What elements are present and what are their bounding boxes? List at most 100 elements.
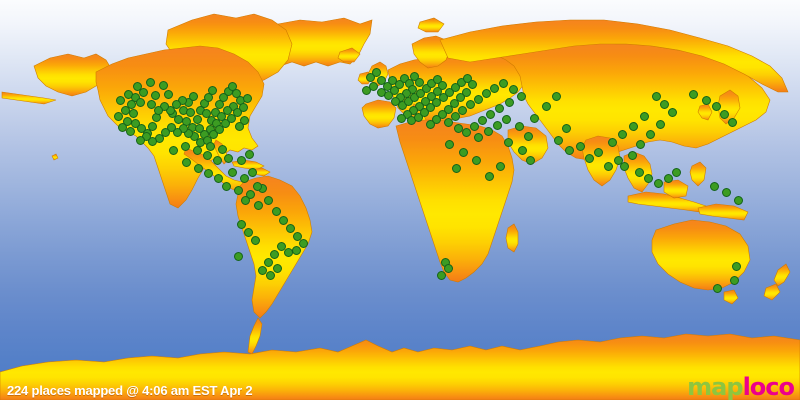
- place-marker[interactable]: [634, 167, 644, 177]
- place-marker[interactable]: [421, 83, 431, 93]
- place-marker[interactable]: [253, 200, 263, 210]
- place-marker[interactable]: [709, 181, 719, 191]
- place-marker[interactable]: [450, 111, 460, 121]
- place-marker[interactable]: [504, 97, 514, 107]
- place-marker[interactable]: [226, 113, 236, 123]
- place-marker[interactable]: [481, 88, 491, 98]
- place-marker[interactable]: [413, 112, 423, 122]
- place-marker[interactable]: [135, 135, 145, 145]
- place-marker[interactable]: [185, 107, 195, 117]
- place-marker[interactable]: [239, 115, 249, 125]
- place-marker[interactable]: [183, 128, 193, 138]
- place-marker[interactable]: [443, 104, 453, 114]
- place-marker[interactable]: [291, 245, 301, 255]
- place-marker[interactable]: [617, 129, 627, 139]
- place-marker[interactable]: [553, 135, 563, 145]
- place-marker[interactable]: [437, 109, 447, 119]
- place-marker[interactable]: [203, 168, 213, 178]
- place-marker[interactable]: [483, 126, 493, 136]
- place-marker[interactable]: [613, 155, 623, 165]
- place-marker[interactable]: [415, 88, 425, 98]
- place-marker[interactable]: [298, 238, 308, 248]
- place-marker[interactable]: [517, 145, 527, 155]
- place-marker[interactable]: [438, 92, 448, 102]
- place-marker[interactable]: [283, 247, 293, 257]
- place-marker[interactable]: [194, 123, 204, 133]
- place-marker[interactable]: [172, 127, 182, 137]
- place-marker[interactable]: [292, 231, 302, 241]
- place-marker[interactable]: [233, 185, 243, 195]
- place-marker[interactable]: [227, 167, 237, 177]
- place-marker[interactable]: [432, 86, 442, 96]
- place-marker[interactable]: [525, 155, 535, 165]
- place-marker[interactable]: [409, 71, 419, 81]
- place-marker[interactable]: [239, 173, 249, 183]
- place-marker[interactable]: [449, 98, 459, 108]
- place-marker[interactable]: [457, 105, 467, 115]
- place-marker[interactable]: [212, 155, 222, 165]
- place-marker[interactable]: [125, 126, 135, 136]
- place-marker[interactable]: [234, 121, 244, 131]
- place-marker[interactable]: [501, 114, 511, 124]
- place-marker[interactable]: [484, 171, 494, 181]
- place-marker[interactable]: [619, 161, 629, 171]
- place-marker[interactable]: [653, 178, 663, 188]
- place-marker[interactable]: [432, 74, 442, 84]
- place-marker[interactable]: [238, 102, 248, 112]
- place-marker[interactable]: [651, 91, 661, 101]
- place-marker[interactable]: [516, 91, 526, 101]
- place-marker[interactable]: [135, 97, 145, 107]
- place-marker[interactable]: [727, 117, 737, 127]
- place-marker[interactable]: [431, 114, 441, 124]
- place-marker[interactable]: [158, 80, 168, 90]
- place-marker[interactable]: [431, 97, 441, 107]
- place-marker[interactable]: [244, 149, 254, 159]
- place-marker[interactable]: [271, 206, 281, 216]
- place-marker[interactable]: [443, 117, 453, 127]
- place-marker[interactable]: [242, 93, 252, 103]
- place-marker[interactable]: [146, 99, 156, 109]
- place-marker[interactable]: [420, 96, 430, 106]
- place-marker[interactable]: [498, 78, 508, 88]
- place-marker[interactable]: [575, 141, 585, 151]
- place-marker[interactable]: [193, 163, 203, 173]
- place-marker[interactable]: [126, 99, 136, 109]
- place-marker[interactable]: [365, 72, 375, 82]
- place-marker[interactable]: [181, 157, 191, 167]
- place-marker[interactable]: [207, 85, 217, 95]
- place-marker[interactable]: [233, 251, 243, 261]
- place-marker[interactable]: [285, 223, 295, 233]
- place-marker[interactable]: [494, 103, 504, 113]
- place-marker[interactable]: [733, 195, 743, 205]
- place-marker[interactable]: [399, 73, 409, 83]
- place-marker[interactable]: [361, 85, 371, 95]
- place-marker[interactable]: [473, 132, 483, 142]
- place-marker[interactable]: [628, 121, 638, 131]
- place-marker[interactable]: [701, 95, 711, 105]
- place-marker[interactable]: [223, 153, 233, 163]
- place-marker[interactable]: [257, 265, 267, 275]
- place-marker[interactable]: [250, 235, 260, 245]
- place-marker[interactable]: [523, 131, 533, 141]
- place-marker[interactable]: [645, 129, 655, 139]
- place-marker[interactable]: [671, 167, 681, 177]
- place-marker[interactable]: [208, 129, 218, 139]
- place-marker[interactable]: [221, 181, 231, 191]
- place-marker[interactable]: [232, 107, 242, 117]
- place-marker[interactable]: [643, 173, 653, 183]
- place-marker[interactable]: [461, 127, 471, 137]
- place-marker[interactable]: [217, 144, 227, 154]
- place-marker[interactable]: [202, 150, 212, 160]
- place-marker[interactable]: [117, 122, 127, 132]
- place-marker[interactable]: [444, 87, 454, 97]
- place-marker[interactable]: [222, 105, 232, 115]
- place-marker[interactable]: [444, 139, 454, 149]
- place-marker[interactable]: [128, 108, 138, 118]
- place-marker[interactable]: [655, 119, 665, 129]
- place-marker[interactable]: [627, 150, 637, 160]
- place-marker[interactable]: [130, 118, 140, 128]
- place-marker[interactable]: [243, 227, 253, 237]
- place-marker[interactable]: [731, 261, 741, 271]
- place-marker[interactable]: [667, 107, 677, 117]
- place-marker[interactable]: [721, 187, 731, 197]
